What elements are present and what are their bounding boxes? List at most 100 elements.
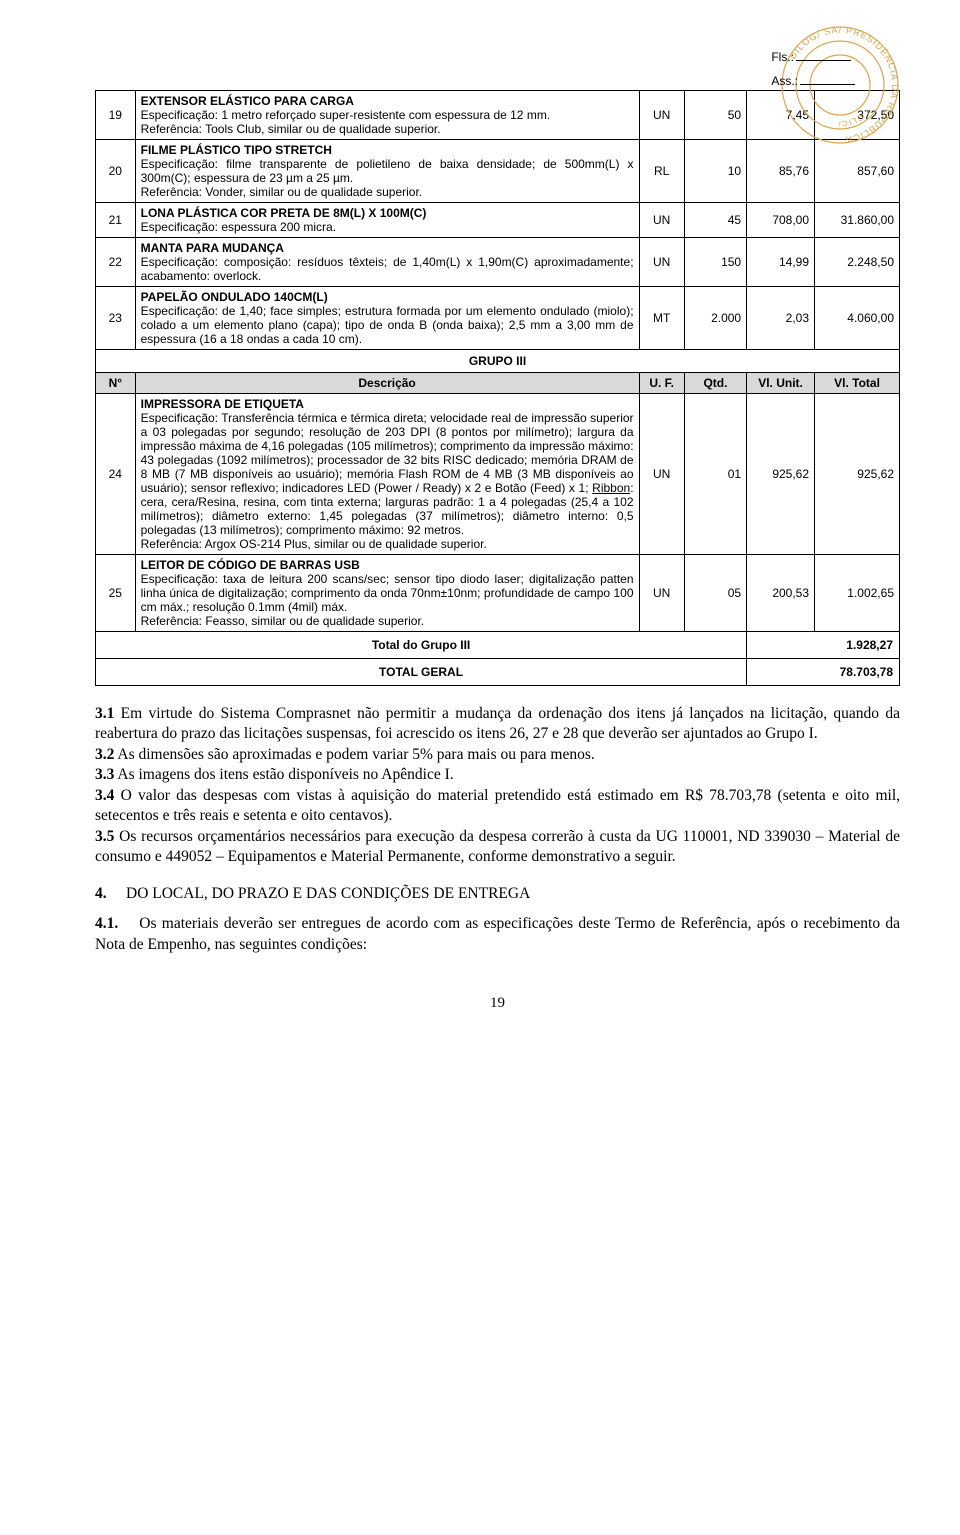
row-n: 24 bbox=[96, 394, 136, 555]
row-uf: MT bbox=[639, 287, 684, 350]
row-title: FILME PLÁSTICO TIPO STRETCH bbox=[141, 143, 634, 157]
table-row: 22MANTA PARA MUDANÇAEspecificação: compo… bbox=[96, 238, 900, 287]
para-num: 3.4 bbox=[95, 787, 114, 804]
group-3-label: GRUPO III bbox=[96, 350, 900, 373]
row-total: 4.060,00 bbox=[815, 287, 900, 350]
row-n: 20 bbox=[96, 140, 136, 203]
section-4-heading: DO LOCAL, DO PRAZO E DAS CONDIÇÕES DE EN… bbox=[126, 885, 530, 902]
header-total: Vl. Total bbox=[815, 373, 900, 394]
row-body-line: Especificação: composição: resíduos têxt… bbox=[141, 255, 634, 283]
row-desc: MANTA PARA MUDANÇAEspecificação: composi… bbox=[135, 238, 639, 287]
p41-num: 4.1. bbox=[95, 915, 118, 932]
row-body-line: Referência: Vonder, similar ou de qualid… bbox=[141, 185, 634, 199]
row-total: 372,50 bbox=[815, 91, 900, 140]
table-header-row: N° Descrição U. F. Qtd. Vl. Unit. Vl. To… bbox=[96, 373, 900, 394]
row-qtd: 150 bbox=[684, 238, 746, 287]
row-qtd: 50 bbox=[684, 91, 746, 140]
para-num: 3.2 bbox=[95, 746, 114, 763]
row-body-line: Especificação: 1 metro reforçado super-r… bbox=[141, 108, 634, 122]
row-desc: LONA PLÁSTICA COR PRETA DE 8M(L) X 100M(… bbox=[135, 203, 639, 238]
row-total: 857,60 bbox=[815, 140, 900, 203]
body-paragraph: 3.3 As imagens dos itens estão disponíve… bbox=[95, 765, 900, 785]
row-body-line: Referência: Tools Club, similar ou de qu… bbox=[141, 122, 634, 136]
para-text: As imagens dos itens estão disponíveis n… bbox=[114, 766, 453, 783]
body-paragraph: 3.1 Em virtude do Sistema Comprasnet não… bbox=[95, 704, 900, 745]
row-unit: 200,53 bbox=[747, 555, 815, 632]
page-number: 19 bbox=[95, 995, 900, 1012]
row-body-line: Referência: Feasso, similar ou de qualid… bbox=[141, 614, 634, 628]
row-qtd: 05 bbox=[684, 555, 746, 632]
row-unit: 7,45 bbox=[747, 91, 815, 140]
row-unit: 708,00 bbox=[747, 203, 815, 238]
total-group-3-row: Total do Grupo III 1.928,27 bbox=[96, 632, 900, 659]
row-uf: UN bbox=[639, 555, 684, 632]
row-desc: FILME PLÁSTICO TIPO STRETCHEspecificação… bbox=[135, 140, 639, 203]
row-body-line: Referência: Argox OS-214 Plus, similar o… bbox=[141, 537, 634, 551]
table-row: 24IMPRESSORA DE ETIQUETAEspecificação: T… bbox=[96, 394, 900, 555]
row-n: 21 bbox=[96, 203, 136, 238]
row-qtd: 10 bbox=[684, 140, 746, 203]
row-desc: PAPELÃO ONDULADO 140CM(L)Especificação: … bbox=[135, 287, 639, 350]
row-title: MANTA PARA MUDANÇA bbox=[141, 241, 634, 255]
table-row: 19EXTENSOR ELÁSTICO PARA CARGAEspecifica… bbox=[96, 91, 900, 140]
row-body-line: Especificação: Transferência térmica e t… bbox=[141, 411, 634, 537]
para-text: Em virtude do Sistema Comprasnet não per… bbox=[95, 705, 900, 742]
body-paragraph: 3.2 As dimensões são aproximadas e podem… bbox=[95, 745, 900, 765]
row-n: 25 bbox=[96, 555, 136, 632]
row-title: EXTENSOR ELÁSTICO PARA CARGA bbox=[141, 94, 634, 108]
row-body-line: Especificação: filme transparente de pol… bbox=[141, 157, 634, 185]
row-total: 2.248,50 bbox=[815, 238, 900, 287]
row-uf: UN bbox=[639, 238, 684, 287]
p41-text: Os materiais deverão ser entregues de ac… bbox=[95, 915, 900, 952]
row-unit: 2,03 bbox=[747, 287, 815, 350]
row-qtd: 01 bbox=[684, 394, 746, 555]
table-row: 23PAPELÃO ONDULADO 140CM(L)Especificação… bbox=[96, 287, 900, 350]
row-n: 22 bbox=[96, 238, 136, 287]
ass-label: Ass.: bbox=[771, 74, 798, 88]
fls-label: Fls.: bbox=[771, 50, 794, 64]
items-table: 19EXTENSOR ELÁSTICO PARA CARGAEspecifica… bbox=[95, 90, 900, 686]
row-total: 1.002,65 bbox=[815, 555, 900, 632]
row-n: 23 bbox=[96, 287, 136, 350]
row-uf: RL bbox=[639, 140, 684, 203]
row-total: 925,62 bbox=[815, 394, 900, 555]
row-uf: UN bbox=[639, 203, 684, 238]
row-unit: 14,99 bbox=[747, 238, 815, 287]
row-n: 19 bbox=[96, 91, 136, 140]
row-unit: 85,76 bbox=[747, 140, 815, 203]
row-title: IMPRESSORA DE ETIQUETA bbox=[141, 397, 634, 411]
para-text: As dimensões são aproximadas e podem var… bbox=[114, 746, 594, 763]
table-row: 21 LONA PLÁSTICA COR PRETA DE 8M(L) X 100… bbox=[96, 203, 900, 238]
row-title: PAPELÃO ONDULADO 140CM(L) bbox=[141, 290, 634, 304]
row-desc: EXTENSOR ELÁSTICO PARA CARGAEspecificaçã… bbox=[135, 91, 639, 140]
group-3-row: GRUPO III bbox=[96, 350, 900, 373]
header-uf: U. F. bbox=[639, 373, 684, 394]
row-title: LONA PLÁSTICA COR PRETA DE 8M(L) X 100M(… bbox=[141, 206, 634, 220]
para-num: 3.1 bbox=[95, 705, 114, 722]
row-uf: UN bbox=[639, 91, 684, 140]
row-total: 31.860,00 bbox=[815, 203, 900, 238]
para-text: O valor das despesas com vistas à aquisi… bbox=[95, 787, 900, 824]
para-num: 3.3 bbox=[95, 766, 114, 783]
header-unit: Vl. Unit. bbox=[747, 373, 815, 394]
row-qtd: 45 bbox=[684, 203, 746, 238]
row-unit: 925,62 bbox=[747, 394, 815, 555]
total-geral-label: TOTAL GERAL bbox=[96, 659, 747, 686]
row-desc: LEITOR DE CÓDIGO DE BARRAS USBEspecifica… bbox=[135, 555, 639, 632]
table-row: 20FILME PLÁSTICO TIPO STRETCHEspecificaç… bbox=[96, 140, 900, 203]
body-paragraph: 3.5 Os recursos orçamentários necessário… bbox=[95, 827, 900, 868]
row-body-line: Especificação: taxa de leitura 200 scans… bbox=[141, 572, 634, 614]
row-uf: UN bbox=[639, 394, 684, 555]
row-body-line: Especificação: de 1,40; face simples; es… bbox=[141, 304, 634, 346]
total-g3-value: 1.928,27 bbox=[747, 632, 900, 659]
body-paragraph: 3.4 O valor das despesas com vistas à aq… bbox=[95, 786, 900, 827]
total-g3-label: Total do Grupo III bbox=[96, 632, 747, 659]
header-qtd: Qtd. bbox=[684, 373, 746, 394]
total-geral-row: TOTAL GERAL 78.703,78 bbox=[96, 659, 900, 686]
para-num: 3.5 bbox=[95, 828, 114, 845]
total-geral-value: 78.703,78 bbox=[747, 659, 900, 686]
row-body-line: Especificação: espessura 200 micra. bbox=[141, 220, 634, 234]
section-4-num: 4. bbox=[95, 885, 107, 902]
header-labels: Fls.: Ass.: bbox=[771, 45, 855, 93]
row-desc: IMPRESSORA DE ETIQUETAEspecificação: Tra… bbox=[135, 394, 639, 555]
